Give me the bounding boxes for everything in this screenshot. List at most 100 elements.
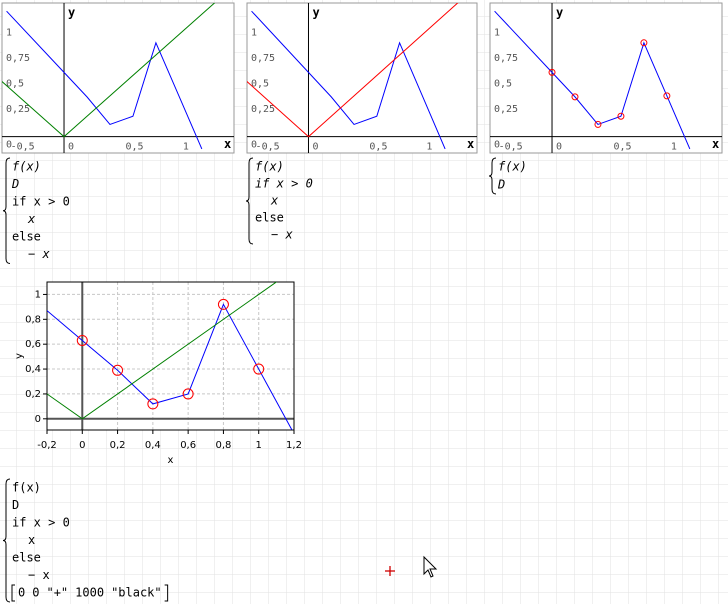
x-tick-label: 1 [426, 142, 432, 153]
data-point [182, 388, 194, 400]
x-tick-label: -0,5 [256, 142, 280, 153]
formula-line: else [12, 551, 41, 565]
formula: f(x) D [488, 157, 527, 195]
x-tick-label: 1 [671, 142, 677, 153]
formula: f(x) if x > 0 x else − x [245, 157, 313, 245]
formula-line: x [270, 194, 279, 208]
data-line [47, 303, 293, 430]
formula-line: f(x) [255, 160, 284, 174]
formula-line: − x [28, 247, 50, 261]
x-tick-label: 0,8 [215, 440, 231, 451]
row-item: "+" [46, 586, 68, 600]
data-line [6, 10, 203, 150]
y-tick-label: 0,25 [251, 104, 275, 115]
plot: 00,250,50,751-0,5 0 0,5 1 xy [246, 2, 478, 154]
formula-line: if x > 0 [255, 177, 313, 191]
formula-line: f(x) [498, 160, 527, 174]
x-axis-label: x [712, 137, 719, 151]
data-line [247, 3, 459, 138]
formula-line: else [255, 211, 284, 225]
y-tick-label: 0,5 [6, 79, 24, 90]
data-line [494, 10, 691, 150]
data-point [147, 398, 159, 410]
y-tick-label: 0,2 [25, 389, 41, 400]
y-tick-label: 0,75 [494, 53, 518, 64]
y-tick-label: 0,4 [25, 364, 41, 375]
data-point [253, 363, 265, 375]
plot-area [246, 2, 478, 154]
data-point [112, 364, 124, 376]
data-point [217, 298, 229, 310]
formula-line: D [12, 498, 19, 512]
x-tick-label: 0 [79, 440, 85, 451]
brace [488, 157, 497, 195]
data-point [617, 112, 625, 120]
formula: f(x) Dif x > 0 x else − x [2, 157, 70, 264]
x-axis-label: x [467, 137, 474, 151]
x-axis-label: x [168, 455, 174, 466]
x-tick-label: 0,6 [180, 440, 196, 451]
x-tick-label: 1 [256, 440, 262, 451]
series-group [2, 3, 216, 150]
formula-line: x [27, 212, 36, 226]
row-item: "black" [111, 586, 162, 600]
x-tick-label: 1 [183, 142, 189, 153]
formula-line: x [28, 533, 35, 547]
formula-line: D [497, 178, 505, 192]
y-tick-label: 1 [251, 28, 257, 39]
series-group [247, 3, 459, 150]
row-item: 0 [18, 586, 25, 600]
x-tick-label: 0,5 [613, 142, 631, 153]
bracket [11, 584, 15, 602]
series-group [494, 10, 691, 150]
y-tick-label: 0,75 [251, 53, 275, 64]
x-tick-label: 1,2 [286, 440, 302, 451]
plot: 00,250,50,751-0,5 0 0,5 1 xy [489, 2, 723, 154]
x-tick-label: 0,4 [145, 440, 161, 451]
y-tick-label: 0 [251, 140, 257, 151]
y-tick-label: 0 [35, 414, 41, 425]
y-tick-label: 0 [494, 140, 500, 151]
y-tick-label: 1 [35, 289, 41, 300]
row-item: 0 [32, 586, 39, 600]
formula-line: − x [28, 568, 50, 582]
data-point [640, 39, 648, 47]
y-tick-label: 0,25 [6, 104, 30, 115]
data-point [76, 334, 88, 346]
plot-area [1, 2, 235, 154]
x-tick-label: 0,5 [369, 142, 387, 153]
mouse-cursor [423, 555, 438, 578]
brace [245, 157, 254, 245]
formula-line: if x > 0 [12, 195, 70, 209]
plot-area [489, 2, 723, 154]
x-tick-label: 0,2 [110, 440, 126, 451]
data-point [548, 68, 556, 76]
y-axis-label: y [556, 6, 563, 20]
data-line [2, 3, 216, 138]
y-tick-label: 0 [6, 140, 12, 151]
formula-line: D [11, 177, 19, 191]
bracket [164, 584, 169, 602]
x-tick-label: 0 [556, 142, 562, 153]
y-tick-label: 0,6 [25, 339, 41, 350]
y-tick-label: 0,8 [25, 314, 41, 325]
y-axis-label: y [312, 6, 319, 20]
plot-area [47, 282, 294, 430]
y-tick-label: 1 [6, 28, 12, 39]
data-point [571, 93, 579, 101]
formula-line: − x [271, 228, 293, 242]
y-axis-label: y [14, 353, 25, 359]
x-tick-label: 0,5 [125, 142, 143, 153]
formula-line: if x > 0 [12, 516, 70, 530]
plot: 0 0,2 0,4 0,6 0,8 1 -0,2 0 0,2 0,4 0,6 0,8 1 1,2 x y [14, 281, 302, 466]
x-tick-label: 0 [68, 142, 74, 153]
row-item: 1000 [75, 586, 104, 600]
y-tick-label: 0,25 [494, 104, 518, 115]
data-point [663, 92, 671, 100]
brace [2, 157, 11, 264]
data-point [594, 120, 602, 128]
y-tick-label: 0,75 [6, 53, 30, 64]
series-group [47, 282, 293, 430]
